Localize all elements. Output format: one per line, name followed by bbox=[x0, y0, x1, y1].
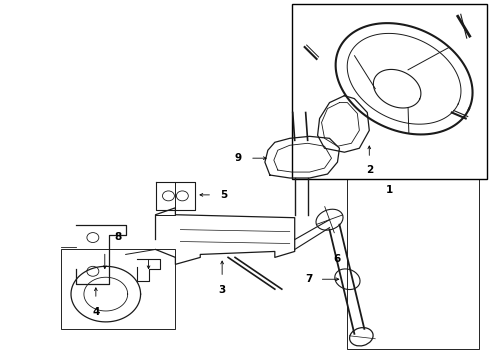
Text: 3: 3 bbox=[219, 285, 226, 295]
Bar bbox=[292, 4, 487, 179]
Bar bbox=[61, 249, 175, 329]
Text: 5: 5 bbox=[220, 190, 227, 200]
Text: 7: 7 bbox=[305, 274, 313, 284]
Text: 4: 4 bbox=[92, 307, 99, 317]
Text: 2: 2 bbox=[366, 165, 373, 175]
Text: 6: 6 bbox=[334, 255, 341, 264]
Bar bbox=[347, 170, 479, 349]
Text: 8: 8 bbox=[115, 231, 122, 242]
Text: 9: 9 bbox=[235, 153, 242, 163]
Bar bbox=[451, 117, 467, 125]
Text: 1: 1 bbox=[386, 185, 393, 195]
Bar bbox=[439, 143, 459, 153]
